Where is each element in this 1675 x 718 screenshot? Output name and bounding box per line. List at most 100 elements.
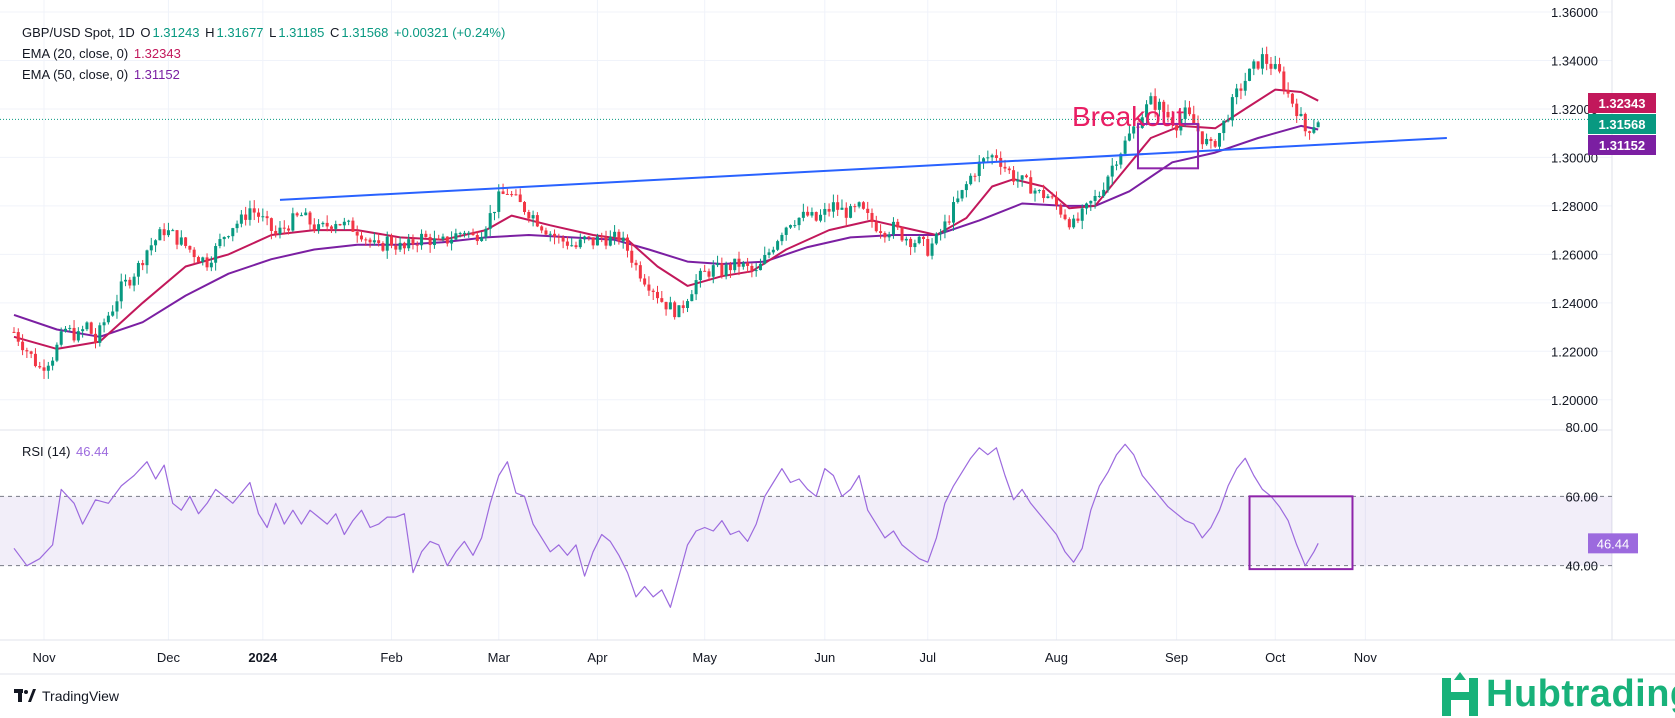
candle-body [647, 284, 651, 291]
candle-body [754, 270, 758, 272]
candle-body [304, 212, 308, 216]
candle-body [21, 341, 25, 351]
candle-body [952, 202, 956, 223]
candle-body [750, 265, 754, 271]
candle-body [351, 220, 355, 232]
candle-body [85, 322, 89, 330]
breakout-annotation: Breakout [1072, 101, 1184, 132]
ema50-label: EMA (50, close, 0) [22, 67, 129, 82]
ohlc-legend: GBP/USD Spot, 1D O 1.31243 H 1.31677 L 1.31… [22, 25, 507, 40]
candle-body [338, 224, 342, 226]
candle-body [819, 214, 823, 221]
candle-body [76, 331, 80, 341]
candle-body [278, 227, 282, 235]
candle-body [1278, 64, 1282, 72]
open-value: 1.31243 [152, 25, 200, 40]
candle-body [1063, 214, 1067, 220]
candle-body [407, 239, 411, 249]
hubtrading-label: Hubtrading [1486, 673, 1675, 715]
candle-body [450, 239, 454, 244]
candle-body [1217, 133, 1221, 147]
candle-body [222, 237, 226, 240]
candle-body [1183, 107, 1187, 119]
candle-body [548, 233, 552, 235]
candle-body [613, 231, 617, 237]
candle-body [746, 262, 750, 266]
time-tick-label: Dec [157, 650, 181, 665]
candle-body [1175, 125, 1179, 131]
ema20-legend[interactable]: EMA (20, close, 0) 1.32343 [22, 46, 183, 61]
candle-body [771, 249, 775, 253]
candle-body [492, 211, 496, 214]
candle-body [587, 236, 591, 238]
candle-body [608, 236, 612, 246]
candle-body [686, 301, 690, 309]
candle-body [660, 298, 664, 302]
rsi-legend[interactable]: RSI (14) 46.44 [22, 444, 111, 459]
candle-body [668, 302, 672, 310]
candle-body [415, 244, 419, 246]
candle-body [119, 281, 123, 302]
candle-body [377, 240, 381, 244]
candle-body [960, 190, 964, 199]
candle-body [934, 233, 938, 244]
low-value: 1.31185 [278, 25, 325, 40]
price-tick-label: 1.26000 [1551, 247, 1598, 262]
rsi-band [0, 495, 1612, 567]
candle-body [1248, 68, 1252, 81]
candle-body [227, 236, 230, 238]
candle-body [111, 311, 115, 316]
candle-body [630, 250, 634, 263]
candle-body [784, 227, 788, 235]
hubtrading-brand: Hubtrading [1440, 672, 1675, 716]
price-tag-label: 1.31152 [1599, 138, 1645, 153]
candle-body [703, 270, 707, 272]
candle-body [166, 230, 170, 236]
candle-body [321, 222, 325, 225]
candle-body [334, 224, 338, 229]
candle-body [600, 236, 604, 238]
candle-body [891, 221, 895, 235]
candle-body [454, 233, 458, 240]
candle-body [728, 264, 732, 271]
candle-body [475, 235, 479, 242]
candle-body [1303, 113, 1307, 132]
high-value: 1.31677 [216, 25, 264, 40]
candle-body [1316, 122, 1320, 128]
candle-body [1162, 101, 1166, 112]
candle-body [1115, 164, 1119, 166]
candle-body [1200, 131, 1204, 145]
candle-body [214, 246, 218, 263]
rsi-label: RSI (14) [22, 444, 71, 459]
candle-body [1170, 117, 1174, 126]
candle-body [12, 331, 16, 333]
candle-body [763, 255, 767, 264]
candle-body [252, 208, 256, 213]
candle-body [673, 302, 677, 318]
candle-body [42, 367, 46, 371]
candle-body [535, 215, 539, 227]
candle-body [883, 233, 887, 238]
candle-body [265, 216, 269, 219]
candle-body [51, 360, 55, 366]
candle-body [823, 208, 827, 215]
candle-body [102, 322, 106, 326]
candle-body [921, 236, 925, 240]
candle-body [1230, 97, 1234, 121]
tradingview-brand[interactable]: TradingView [14, 688, 119, 704]
candle-body [1269, 63, 1273, 69]
candle-body [656, 291, 659, 299]
candle-body [973, 175, 977, 177]
price-tick-label: 1.34000 [1551, 53, 1598, 68]
symbol-title[interactable]: GBP/USD Spot, 1D [22, 25, 135, 40]
candle-body [1076, 218, 1080, 221]
candle-body [308, 212, 312, 225]
price-tick-label: 1.22000 [1551, 344, 1598, 359]
candle-body [879, 231, 883, 234]
ema50-legend[interactable]: EMA (50, close, 0) 1.31152 [22, 67, 182, 82]
candle-body [299, 215, 303, 217]
candle-body [909, 238, 913, 248]
candle-body [621, 237, 625, 242]
candle-body [793, 225, 797, 227]
